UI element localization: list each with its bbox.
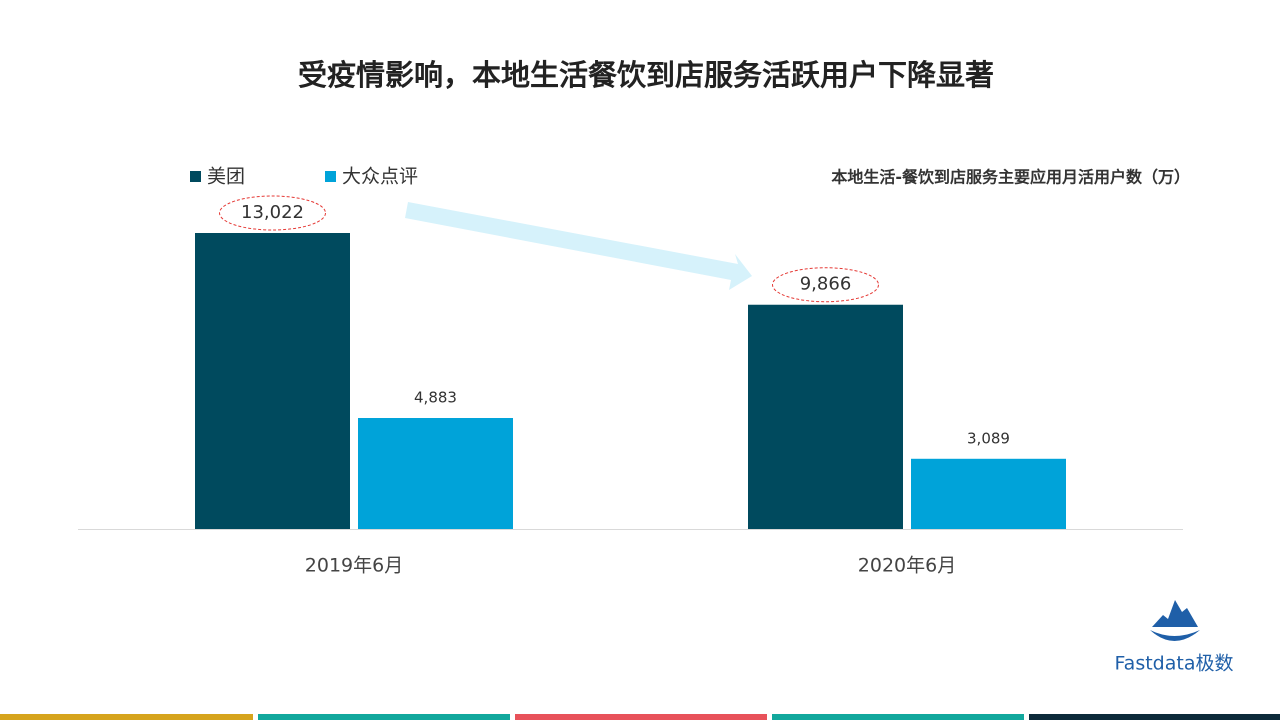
x-tick-label: 2019年6月 — [305, 555, 403, 577]
logo-text: Fastdata极数 — [1115, 653, 1234, 675]
data-label: 3,089 — [967, 429, 1010, 447]
chart-subtitle: 本地生活-餐饮到店服务主要应用月活用户数（万） — [831, 168, 1190, 187]
legend-label: 美团 — [207, 166, 245, 188]
legend-swatch — [325, 171, 336, 182]
legend-swatch — [190, 171, 201, 182]
bar — [911, 458, 1066, 529]
highlight-ellipse — [219, 195, 326, 231]
stripe — [515, 714, 767, 720]
stripe — [0, 714, 253, 720]
logo-wave — [1150, 630, 1200, 641]
stripe — [772, 714, 1024, 720]
data-label: 4,883 — [414, 389, 457, 407]
stripe — [1029, 714, 1280, 720]
bar — [195, 233, 350, 529]
data-label: 9,866 — [800, 274, 852, 295]
logo: Fastdata极数 — [1115, 600, 1234, 675]
bar — [748, 304, 903, 529]
trend-arrow — [405, 202, 752, 290]
x-tick-label: 2020年6月 — [858, 555, 956, 577]
highlight-ellipse — [772, 267, 879, 303]
bar — [358, 418, 513, 529]
chart-title: 受疫情影响，本地生活餐饮到店服务活跃用户下降显著 — [298, 58, 994, 92]
logo-mountain — [1152, 600, 1198, 627]
stripe — [258, 714, 510, 720]
data-label: 13,022 — [241, 202, 304, 223]
legend-label: 大众点评 — [342, 166, 418, 188]
